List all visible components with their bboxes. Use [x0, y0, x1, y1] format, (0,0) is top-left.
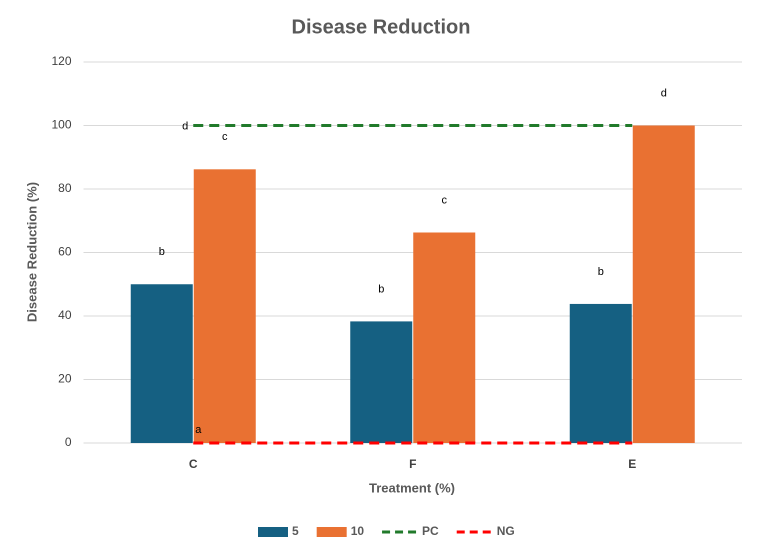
legend-swatch	[316, 527, 347, 537]
bar	[413, 232, 476, 443]
bar	[350, 321, 413, 443]
x-axis-label: Treatment (%)	[369, 480, 455, 495]
x-tick-label: F	[409, 457, 416, 471]
y-tick-label: 20	[58, 372, 72, 386]
x-tick-label: E	[628, 457, 636, 471]
chart-title: Disease Reduction	[292, 16, 471, 38]
line-annotation: d	[182, 120, 188, 132]
y-axis-label: Disease Reduction (%)	[24, 182, 39, 322]
x-tick-label: C	[189, 457, 198, 471]
bar-annotation: d	[661, 87, 667, 99]
line-annotation: a	[195, 424, 202, 436]
bar	[569, 303, 632, 443]
legend-label: NG	[497, 524, 515, 538]
legend-label: 10	[351, 524, 365, 538]
bar-annotation: c	[442, 194, 448, 206]
legend-label: PC	[422, 524, 439, 538]
y-tick-label: 0	[65, 435, 72, 449]
bar-annotation: b	[598, 266, 604, 278]
legend-label: 5	[292, 524, 299, 538]
bar	[130, 284, 193, 443]
y-tick-label: 120	[51, 54, 71, 68]
bar	[632, 125, 695, 443]
bar-annotation: c	[222, 131, 228, 143]
y-tick-label: 40	[58, 308, 72, 322]
y-tick-label: 80	[58, 181, 72, 195]
y-tick-label: 60	[58, 245, 72, 259]
bar	[193, 169, 256, 443]
bar-annotation: b	[159, 246, 165, 258]
legend-swatch	[258, 527, 288, 537]
y-tick-label: 100	[51, 118, 71, 132]
bar-annotation: b	[378, 283, 384, 295]
